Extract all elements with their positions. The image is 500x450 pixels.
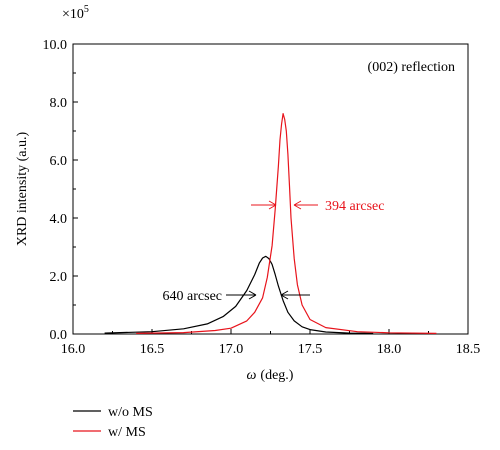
- y-tick-label: 6.0: [50, 154, 68, 169]
- fwhm-arrowhead-right-black: [280, 290, 289, 300]
- plot-frame: [72, 43, 469, 335]
- x-axis-label-unit: (deg.): [260, 368, 293, 383]
- fwhm-arrowhead-left-red: [268, 200, 277, 210]
- y-tick-label: 2.0: [50, 270, 68, 285]
- x-tick-label: 16.0: [61, 342, 86, 357]
- x-axis-label: ω (deg.): [247, 368, 294, 383]
- series-layer: [104, 112, 437, 334]
- fwhm-label-black: 640 arcsec: [163, 289, 222, 304]
- reflection-annotation: (002) reflection: [368, 60, 455, 75]
- x-tick-label: 17.0: [219, 342, 244, 357]
- axis-ticks: 16.0 16.5 17.0 17.5 18.0 18.5 0.0 2.0 4.0 6.0 8.0 1…: [43, 38, 481, 357]
- fwhm-arrowhead-left-black: [248, 290, 257, 300]
- x-tick-label: 17.5: [298, 342, 323, 357]
- legend-label-black: w/o MS: [108, 405, 153, 420]
- y-tick-label: 8.0: [50, 96, 68, 111]
- y-tick-label: 4.0: [50, 212, 68, 227]
- y-tick-label: 0.0: [50, 328, 68, 343]
- series-line-without-ms: [104, 255, 374, 334]
- fwhm-annotation-red: 394 arcsec: [251, 199, 384, 214]
- y-multiplier: ×105: [62, 4, 89, 22]
- fwhm-arrowhead-right-red: [293, 200, 302, 210]
- y-tick-label: 10.0: [43, 38, 68, 53]
- x-tick-label: 18.0: [377, 342, 402, 357]
- legend: w/o MS w/ MS: [73, 405, 153, 440]
- x-axis-label-symbol: ω: [247, 368, 257, 383]
- y-multiplier-exponent: 5: [84, 4, 89, 15]
- x-tick-label: 18.5: [456, 342, 481, 357]
- fwhm-label-red: 394 arcsec: [325, 199, 384, 214]
- x-tick-label: 16.5: [140, 342, 165, 357]
- fwhm-annotation-black: 640 arcsec: [163, 289, 310, 304]
- y-axis-label: XRD intensity (a.u.): [15, 132, 30, 247]
- legend-label-red: w/ MS: [108, 425, 146, 440]
- series-line-with-ms: [136, 112, 437, 334]
